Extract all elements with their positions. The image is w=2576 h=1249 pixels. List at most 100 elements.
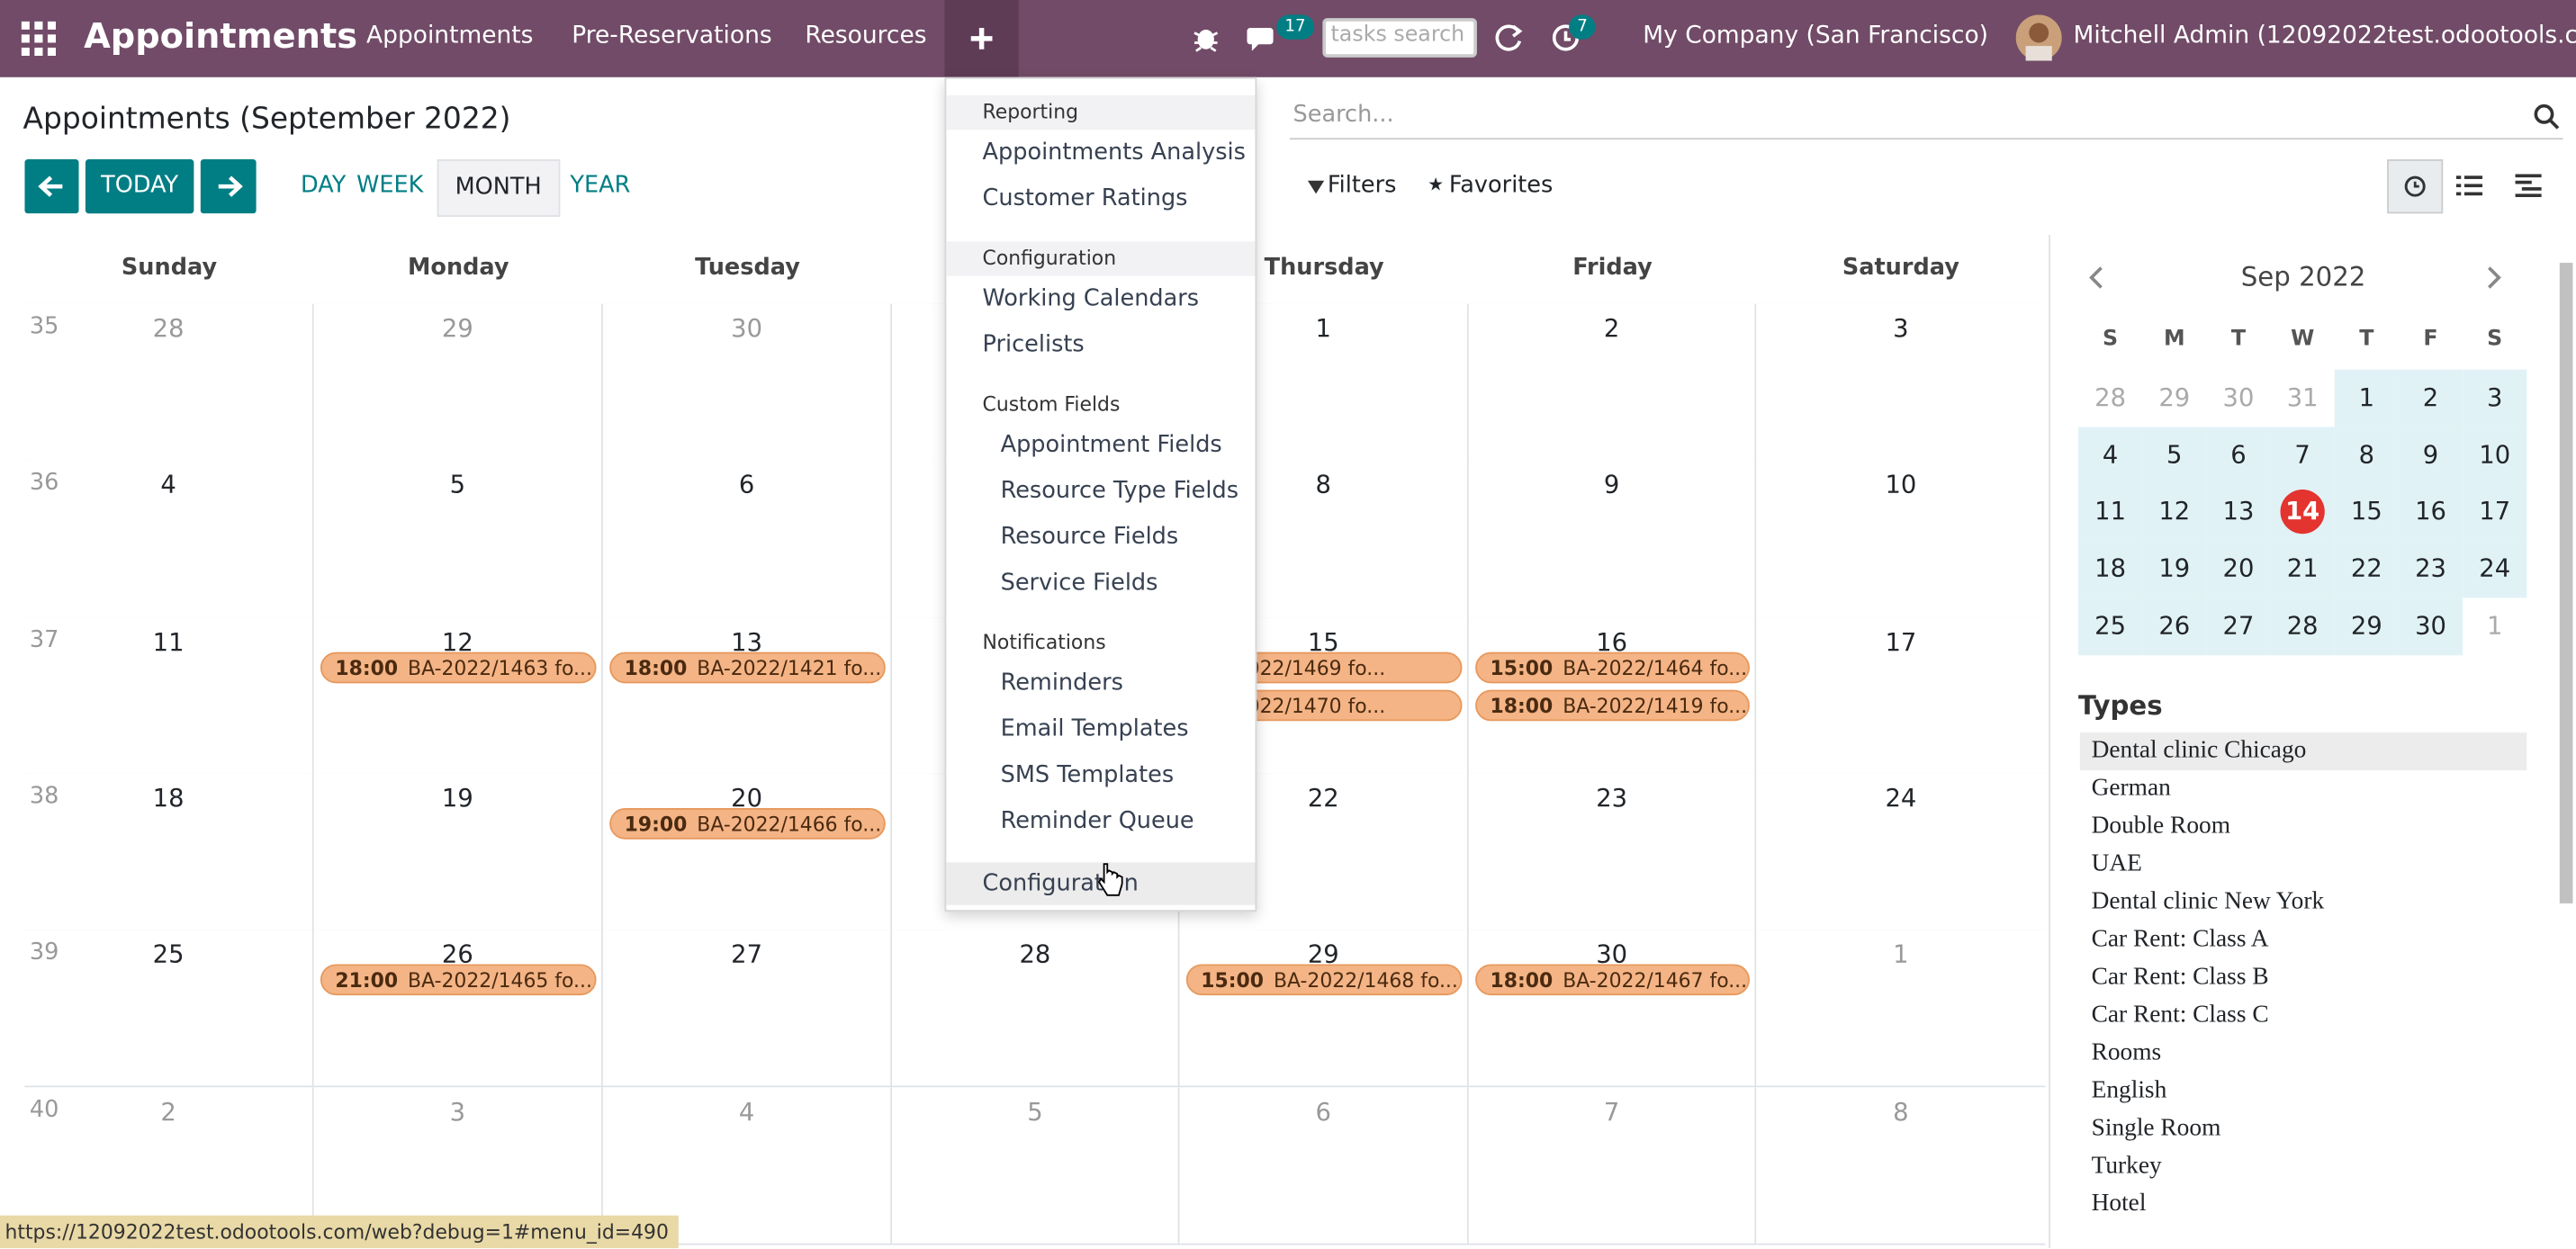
day-cell[interactable]: 28 xyxy=(892,930,1180,1089)
mini-day[interactable]: 23 xyxy=(2398,540,2463,598)
app-name[interactable]: Appointments xyxy=(84,16,358,57)
type-filter[interactable]: Single Room xyxy=(2091,1115,2221,1142)
mini-day[interactable]: 13 xyxy=(2206,483,2271,542)
filters-button[interactable]: Filters xyxy=(1327,172,1397,199)
day-cell[interactable]: 35 28 xyxy=(24,303,314,463)
mini-day[interactable]: 20 xyxy=(2206,540,2271,598)
event[interactable]: 21:00 BA-2022/1465 fo... xyxy=(320,964,597,996)
mini-day[interactable]: 6 xyxy=(2206,427,2271,484)
day-cell[interactable]: 4 xyxy=(602,1086,893,1245)
type-filter[interactable]: Turkey xyxy=(2091,1153,2162,1180)
day-cell[interactable]: 9 xyxy=(1468,460,1757,619)
mini-day[interactable]: 2 xyxy=(2398,369,2463,427)
tasks-search-input[interactable] xyxy=(1322,18,1477,58)
day-cell[interactable]: 17 xyxy=(1756,616,2046,776)
mini-day[interactable]: 10 xyxy=(2463,427,2527,484)
mini-day[interactable]: 1 xyxy=(2463,598,2526,655)
scale-button[interactable]: YEAR xyxy=(570,172,631,199)
mini-day[interactable]: 19 xyxy=(2142,540,2207,598)
mini-day[interactable]: 17 xyxy=(2463,483,2527,542)
mini-day[interactable]: 7 xyxy=(2270,427,2335,484)
mini-day[interactable]: 30 xyxy=(2206,370,2270,427)
dropdown-item[interactable]: Resource Type Fields xyxy=(1000,478,1239,505)
day-cell[interactable]: 29 xyxy=(313,303,603,463)
type-filter[interactable]: Double Room xyxy=(2091,813,2231,840)
day-cell[interactable]: 30 xyxy=(602,303,893,463)
dropdown-item[interactable]: Email Templates xyxy=(1000,715,1189,743)
favorites-button[interactable]: Favorites xyxy=(1448,172,1554,199)
mini-day[interactable]: 24 xyxy=(2463,540,2527,598)
day-cell[interactable]: 23 xyxy=(1468,773,1757,932)
mini-day[interactable]: 28 xyxy=(2078,370,2142,427)
dropdown-item[interactable]: Working Calendars xyxy=(982,285,1200,312)
today-button[interactable]: TODAY xyxy=(85,159,194,214)
mini-day[interactable]: 21 xyxy=(2270,540,2335,598)
type-filter[interactable]: Car Rent: Class A xyxy=(2091,926,2269,953)
type-filter[interactable]: German xyxy=(2091,775,2171,802)
dropdown-item[interactable]: Service Fields xyxy=(1000,570,1158,597)
day-cell[interactable]: 30 xyxy=(1468,930,1757,1089)
mini-day[interactable]: 16 xyxy=(2398,483,2463,542)
day-cell[interactable]: 12 xyxy=(313,616,603,776)
day-cell[interactable]: 39 25 xyxy=(24,930,314,1089)
day-cell[interactable]: 7 xyxy=(1468,1086,1757,1245)
type-filter[interactable]: Dental clinic Chicago xyxy=(2079,732,2527,771)
avatar[interactable] xyxy=(2015,14,2062,61)
dropdown-item[interactable]: Reminders xyxy=(1000,669,1123,696)
mini-day[interactable]: 5 xyxy=(2142,427,2207,484)
day-cell[interactable]: 13 xyxy=(602,616,893,776)
list-view-button[interactable] xyxy=(2455,174,2483,197)
scale-button[interactable]: DAY xyxy=(301,172,347,199)
mini-prev[interactable] xyxy=(2086,265,2106,291)
mini-day[interactable]: 29 xyxy=(2142,370,2206,427)
day-cell[interactable]: 38 18 xyxy=(24,773,314,932)
scale-button[interactable]: MONTH xyxy=(437,159,560,217)
type-filter[interactable]: Car Rent: Class C xyxy=(2091,1002,2269,1029)
day-cell[interactable]: 5 xyxy=(313,460,603,619)
type-filter[interactable]: UAE xyxy=(2091,850,2142,877)
day-cell[interactable]: 37 11 xyxy=(24,616,314,776)
event[interactable]: 18:00 BA-2022/1463 fo... xyxy=(320,651,597,683)
dropdown-item[interactable]: Appointments Analysis xyxy=(982,139,1246,166)
event[interactable]: 18:00 BA-2022/1467 fo... xyxy=(1475,964,1750,996)
mini-day[interactable]: 28 xyxy=(2270,598,2335,655)
mini-day[interactable]: 4 xyxy=(2078,427,2143,484)
event[interactable]: 15:00 BA-2022/1464 fo... xyxy=(1475,651,1750,683)
menu-item[interactable]: Pre-Reservations xyxy=(572,22,772,49)
gantt-view-button[interactable] xyxy=(2515,174,2542,198)
mini-day[interactable]: 30 xyxy=(2398,598,2463,655)
day-cell[interactable]: 10 xyxy=(1756,460,2046,619)
menu-item[interactable]: Appointments xyxy=(366,22,534,49)
mini-day[interactable]: 26 xyxy=(2142,598,2207,655)
mini-day[interactable]: 8 xyxy=(2334,427,2399,484)
day-cell[interactable]: 24 xyxy=(1756,773,2046,932)
mini-day[interactable]: 3 xyxy=(2463,369,2527,427)
refresh-icon[interactable] xyxy=(1495,23,1525,53)
day-cell[interactable]: 1 xyxy=(1756,930,2046,1089)
day-cell[interactable]: 2 xyxy=(1468,303,1757,463)
event[interactable]: 19:00 BA-2022/1466 fo... xyxy=(609,807,886,840)
menu-item[interactable]: Resources xyxy=(805,22,927,49)
mini-day[interactable]: 1 xyxy=(2334,369,2399,427)
mini-day[interactable]: 25 xyxy=(2078,598,2143,655)
day-cell[interactable]: 27 xyxy=(602,930,893,1089)
type-filter[interactable]: Rooms xyxy=(2091,1039,2162,1066)
dropdown-item[interactable]: SMS Templates xyxy=(1000,761,1175,789)
day-cell[interactable]: 8 xyxy=(1756,1086,2046,1245)
day-cell[interactable]: 36 4 xyxy=(24,460,314,619)
day-cell[interactable]: 6 xyxy=(602,460,893,619)
day-cell[interactable]: 6 xyxy=(1179,1086,1469,1245)
event[interactable]: 15:00 BA-2022/1468 fo... xyxy=(1185,964,1463,996)
debug-icon[interactable] xyxy=(1193,23,1219,53)
mini-day[interactable]: 14 xyxy=(2270,483,2335,542)
mini-next[interactable] xyxy=(2484,265,2504,291)
event[interactable]: 18:00 BA-2022/1421 fo... xyxy=(609,651,886,683)
type-filter[interactable]: English xyxy=(2091,1077,2167,1104)
dropdown-item[interactable]: Resource Fields xyxy=(1000,524,1179,551)
dropdown-item[interactable]: Customer Ratings xyxy=(982,185,1188,212)
mini-day[interactable]: 12 xyxy=(2142,483,2207,542)
apps-icon[interactable] xyxy=(21,21,57,57)
day-cell[interactable]: 29 xyxy=(1179,930,1469,1089)
mini-day[interactable]: 22 xyxy=(2334,540,2399,598)
event[interactable]: 18:00 BA-2022/1419 fo... xyxy=(1475,688,1750,721)
